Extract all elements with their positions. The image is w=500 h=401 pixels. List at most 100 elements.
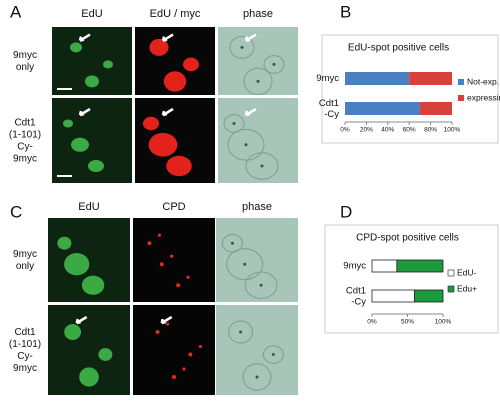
panel-label: B — [340, 2, 351, 21]
panel-label: A — [10, 2, 22, 21]
cell-outline — [245, 152, 279, 180]
myc-signal — [148, 132, 178, 157]
nucleus — [81, 275, 105, 295]
bar-segment — [371, 289, 415, 303]
nucleolus — [244, 143, 248, 147]
row-label: Cdt1 (1-101) Cy-9myc — [9, 327, 41, 374]
x-tick-label: 100% — [435, 319, 452, 326]
category-label: 9myc — [343, 261, 366, 272]
micrograph — [218, 27, 298, 95]
micrograph — [133, 305, 215, 395]
category-label: Cdt1 -Cy — [319, 98, 339, 120]
myc-signal — [149, 38, 169, 56]
nucleus — [64, 324, 81, 340]
nucleolus — [259, 283, 263, 287]
x-tick-label: 0% — [367, 319, 377, 326]
row-label: Cdt1 (1-101) Cy-9myc — [9, 117, 41, 164]
panel-label: D — [340, 202, 352, 221]
legend-label: Edu+ — [457, 283, 477, 293]
bar-segment — [409, 72, 452, 85]
category-label: 9myc — [316, 73, 339, 84]
panel-label: C — [10, 202, 22, 221]
nucleus — [98, 348, 113, 361]
x-tick-label: 20% — [360, 127, 373, 134]
cpd-spot — [172, 375, 176, 379]
cpd-spot — [147, 241, 152, 246]
cell-outline — [228, 320, 254, 344]
category-label: Cdt1 -Cy — [346, 285, 366, 307]
cpd-spot — [188, 352, 193, 357]
nucleus — [57, 236, 72, 250]
bar-segment — [419, 102, 452, 115]
cpd-spot — [182, 367, 186, 371]
bar-segment — [371, 259, 398, 273]
legend-label: expressing — [467, 92, 500, 102]
cpd-spot — [155, 330, 160, 334]
column-header: phase — [242, 201, 272, 213]
cell-outline — [263, 55, 285, 74]
x-tick-label: 0% — [340, 127, 350, 134]
nucleus — [103, 60, 113, 69]
cpd-spot — [176, 283, 181, 288]
cell-outline — [244, 271, 278, 299]
chart-frame — [321, 34, 499, 144]
cell-outline — [226, 248, 264, 281]
column-header: EdU / myc — [150, 8, 201, 20]
cell-outline — [227, 128, 265, 161]
arrow — [75, 315, 88, 325]
x-tick-label: 60% — [403, 127, 416, 134]
row-label: 9myc only — [13, 50, 37, 73]
arrow — [244, 107, 257, 117]
nucleus — [79, 367, 99, 387]
nucleus — [71, 137, 89, 152]
myc-signal — [163, 71, 187, 92]
micrograph — [218, 98, 298, 183]
cpd-spot — [186, 275, 190, 279]
chart-title: EdU-spot positive cells — [348, 43, 449, 54]
nucleolus — [271, 353, 275, 356]
cell-outline — [242, 363, 272, 391]
x-tick-label: 80% — [424, 127, 437, 134]
cell-outline — [223, 114, 245, 133]
nucleus — [64, 253, 90, 276]
micrograph — [216, 305, 298, 395]
myc-signal — [166, 155, 192, 177]
nucleus — [85, 75, 99, 88]
arrow — [161, 107, 174, 117]
arrow — [78, 33, 91, 42]
cpd-spot — [159, 262, 164, 267]
nucleolus — [255, 375, 259, 379]
column-header: phase — [243, 8, 273, 20]
row-label: 9myc only — [13, 249, 37, 272]
column-header: EdU — [78, 201, 99, 213]
chart-title: CPD-spot positive cells — [356, 233, 459, 244]
nucleolus — [240, 45, 244, 49]
chart-frame — [324, 224, 499, 334]
arrow — [244, 33, 257, 42]
myc-signal — [183, 57, 199, 72]
cpd-spot — [166, 322, 170, 326]
x-tick-label: 100% — [444, 127, 461, 134]
nucleolus — [256, 79, 260, 83]
nucleolus — [239, 330, 243, 334]
nucleus — [70, 42, 82, 53]
cpd-spot — [198, 344, 202, 349]
cpd-spot — [170, 254, 174, 258]
myc-signal — [143, 116, 159, 131]
legend-swatch — [447, 269, 455, 277]
legend-swatch — [447, 285, 455, 293]
nucleolus — [260, 164, 264, 168]
cell-outline — [229, 35, 255, 59]
legend-label: EdU- — [457, 267, 477, 277]
micrograph — [133, 218, 215, 302]
bar-segment — [414, 289, 444, 303]
bar-segment — [396, 259, 444, 273]
nucleolus — [230, 241, 234, 245]
nucleus — [88, 160, 104, 172]
x-tick-label: 40% — [381, 127, 394, 134]
bar-segment — [345, 72, 410, 85]
arrow — [160, 315, 173, 325]
cell-outline — [221, 233, 243, 253]
legend-swatch — [458, 95, 464, 101]
